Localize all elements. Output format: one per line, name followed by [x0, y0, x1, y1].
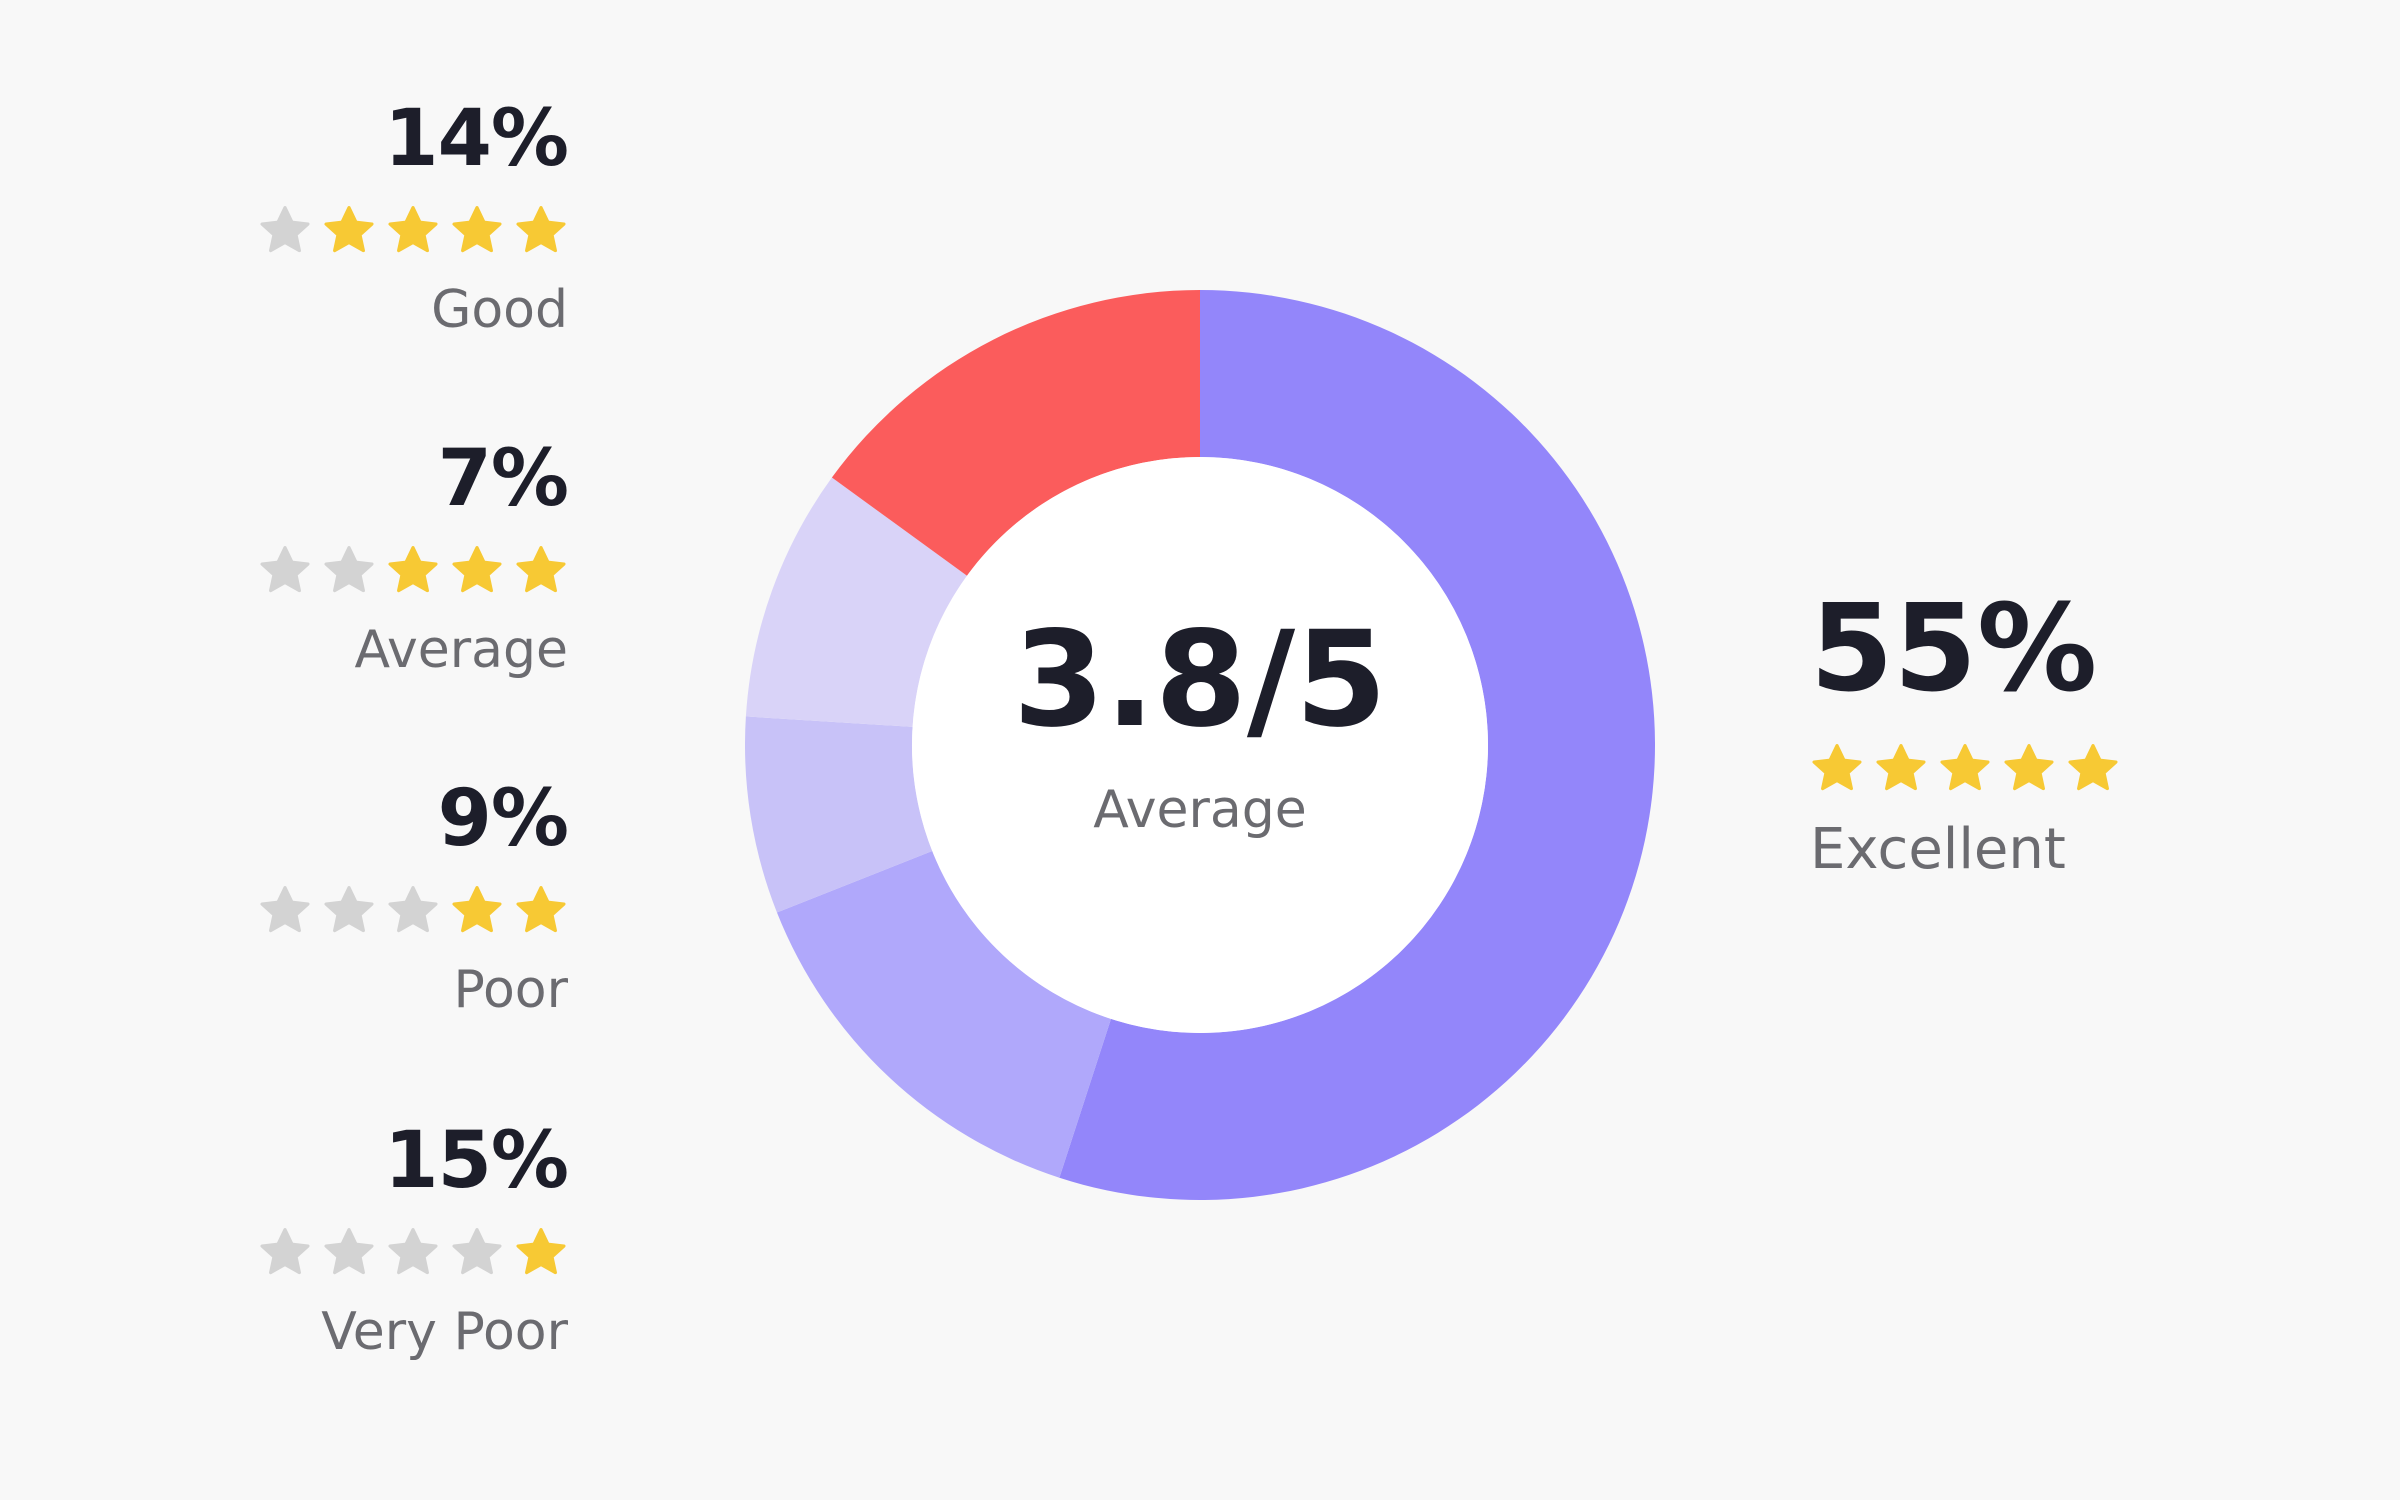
- rating-excellent: 55% Excellent: [1810, 590, 2210, 878]
- rating-percent: 15%: [384, 1116, 569, 1206]
- star-empty-icon: [324, 546, 374, 593]
- star-empty-icon: [388, 886, 438, 933]
- star-empty-icon: [452, 1228, 502, 1275]
- rating-label: Excellent: [1810, 817, 2066, 882]
- average-label: Average: [1093, 780, 1307, 840]
- donut-chart: 3.8/5 Average: [745, 290, 1655, 1200]
- rating-label: Poor: [453, 960, 568, 1020]
- star-empty-icon: [260, 546, 310, 593]
- star-empty-icon: [324, 886, 374, 933]
- rating-label: Good: [431, 280, 568, 340]
- rating-label: Very Poor: [321, 1302, 568, 1362]
- star-filled-icon: [388, 546, 438, 593]
- donut-slice-good: [776, 851, 1112, 1178]
- star-filled-icon: [516, 206, 566, 253]
- rating-average: 7% Average: [228, 434, 569, 680]
- star-filled-icon: [452, 546, 502, 593]
- star-filled-icon: [452, 886, 502, 933]
- rating-poor: 9% Poor: [228, 774, 569, 1020]
- star-rating: [228, 544, 568, 598]
- star-filled-icon: [516, 546, 566, 593]
- donut-slice-poor: [745, 477, 968, 727]
- star-filled-icon: [388, 206, 438, 253]
- star-filled-icon: [2004, 744, 2054, 791]
- donut-svg: [745, 290, 1655, 1200]
- star-filled-icon: [516, 1228, 566, 1275]
- star-empty-icon: [388, 1228, 438, 1275]
- rating-percent: 14%: [384, 94, 569, 184]
- star-filled-icon: [1876, 744, 1926, 791]
- star-filled-icon: [516, 886, 566, 933]
- rating-percent: 9%: [437, 774, 569, 864]
- rating-very-poor: 15% Very Poor: [228, 1116, 569, 1362]
- star-filled-icon: [2068, 744, 2118, 791]
- star-filled-icon: [1940, 744, 1990, 791]
- donut-slice-excellent: [1059, 290, 1655, 1200]
- donut-hole: [912, 457, 1488, 1033]
- rating-label: Average: [354, 620, 568, 680]
- rating-percent: 7%: [437, 434, 569, 524]
- rating-good: 14% Good: [228, 94, 569, 340]
- star-rating: [1810, 742, 2210, 796]
- star-filled-icon: [1812, 744, 1862, 791]
- rating-percent: 55%: [1810, 580, 2098, 719]
- star-empty-icon: [260, 1228, 310, 1275]
- star-empty-icon: [324, 1228, 374, 1275]
- star-rating: [228, 1226, 568, 1280]
- star-empty-icon: [260, 206, 310, 253]
- star-rating: [228, 884, 568, 938]
- star-filled-icon: [452, 206, 502, 253]
- star-filled-icon: [324, 206, 374, 253]
- donut-slice-very-poor: [831, 290, 1200, 576]
- average-score: 3.8/5: [1013, 603, 1387, 757]
- star-rating: [228, 204, 568, 258]
- donut-slice-average: [745, 716, 933, 913]
- star-empty-icon: [260, 886, 310, 933]
- donut-center: 3.8/5 Average: [745, 290, 1655, 1200]
